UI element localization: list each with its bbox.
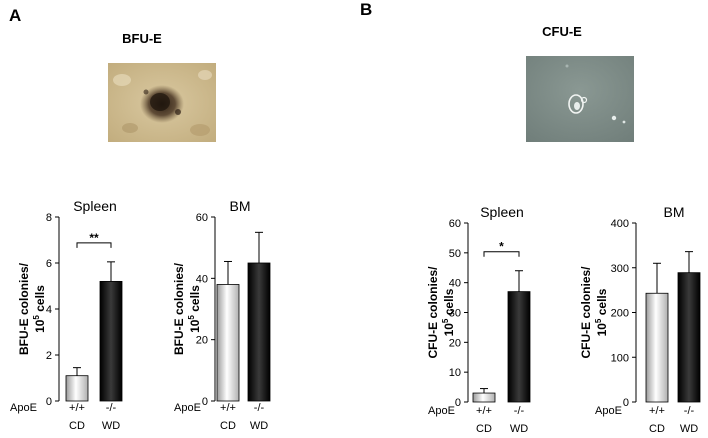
bar-ko bbox=[247, 262, 271, 402]
y-tick-label: 40 bbox=[196, 273, 208, 285]
y-axis-label-line1: CFU-E colonies/ bbox=[579, 266, 593, 359]
chart-title: Spleen bbox=[73, 198, 117, 214]
y-tick-label: 200 bbox=[611, 308, 629, 320]
y-tick-label: 2 bbox=[46, 350, 52, 362]
y-axis-label-rest: cells bbox=[595, 288, 609, 318]
y-tick-label: 30 bbox=[449, 308, 461, 320]
y-tick-label: 300 bbox=[611, 263, 629, 275]
y-tick-label: 100 bbox=[611, 352, 629, 364]
bar-wt bbox=[216, 284, 240, 402]
y-axis-label-superscript: 5 bbox=[594, 318, 603, 323]
bfu-e-micrograph bbox=[108, 63, 216, 142]
significance-marker: * bbox=[499, 240, 504, 254]
chart-title: BM bbox=[664, 204, 685, 220]
y-tick-label: 8 bbox=[46, 212, 52, 224]
bar-wt bbox=[472, 392, 496, 403]
y-axis-label-superscript: 5 bbox=[441, 318, 450, 323]
y-tick-label: 60 bbox=[196, 212, 208, 224]
panel-letter-a: A bbox=[9, 6, 21, 25]
category-label-genotype: -/- bbox=[106, 402, 117, 414]
category-label-diet: WD bbox=[680, 423, 698, 435]
category-label-genotype: +/+ bbox=[476, 405, 492, 417]
category-label-diet: WD bbox=[250, 420, 268, 432]
y-axis-label-line2: 10 bbox=[595, 323, 609, 337]
genotype-label: ApoE bbox=[174, 402, 201, 414]
chart-2: BM 0 20 40 60 BFU-E colonies/105 cells +/+ CD -/… bbox=[172, 198, 271, 432]
category-label-diet: WD bbox=[102, 420, 120, 432]
chart-1: Spleen 0 2 4 6 8 BFU-E colonies/105 cells +/+ CD… bbox=[10, 198, 123, 432]
y-tick-label: 20 bbox=[449, 337, 461, 349]
significance-bracket bbox=[483, 251, 520, 257]
significance-marker: ** bbox=[89, 231, 99, 245]
y-tick-label: 400 bbox=[611, 218, 629, 230]
category-label-genotype: -/- bbox=[254, 402, 265, 414]
y-tick-label: 60 bbox=[449, 218, 461, 230]
y-axis-label-rest: cells bbox=[33, 285, 47, 315]
panel-letter-b: B bbox=[360, 0, 372, 19]
category-label-genotype: +/+ bbox=[220, 402, 236, 414]
y-axis-label-line2: 10 bbox=[188, 319, 202, 333]
category-label-genotype: -/- bbox=[514, 405, 525, 417]
y-axis-label-line1: CFU-E colonies/ bbox=[426, 266, 440, 359]
y-axis-label-rest: cells bbox=[188, 285, 202, 315]
bar-ko bbox=[99, 280, 123, 402]
chart-4: BM 0 100 200 300 400 CFU-E colonies/105 cells +… bbox=[579, 204, 701, 435]
significance-bracket bbox=[76, 242, 112, 248]
category-label-diet: CD bbox=[69, 420, 85, 432]
category-label-genotype: +/+ bbox=[649, 405, 665, 417]
y-axis-label: BFU-E colonies/105 cells bbox=[172, 262, 202, 355]
y-tick-label: 50 bbox=[449, 248, 461, 260]
assay-title-cfu: CFU-E bbox=[542, 24, 582, 39]
y-axis-label: BFU-E colonies/105 cells bbox=[17, 262, 47, 355]
y-axis-label: CFU-E colonies/105 cells bbox=[579, 266, 609, 359]
bar-wt bbox=[65, 375, 89, 402]
chart-title: BM bbox=[230, 198, 251, 214]
category-label-diet: CD bbox=[476, 423, 492, 435]
y-tick-label: 0 bbox=[455, 397, 461, 409]
y-tick-label: 4 bbox=[46, 304, 52, 316]
y-axis-label: CFU-E colonies/105 cells bbox=[426, 266, 456, 359]
y-tick-label: 40 bbox=[449, 278, 461, 290]
genotype-label: ApoE bbox=[428, 405, 455, 417]
category-label-genotype: +/+ bbox=[69, 402, 85, 414]
y-tick-label: 0 bbox=[623, 397, 629, 409]
y-tick-label: 6 bbox=[46, 258, 52, 270]
genotype-label: ApoE bbox=[10, 402, 37, 414]
y-tick-label: 20 bbox=[196, 335, 208, 347]
y-tick-label: 0 bbox=[46, 396, 52, 408]
bar-ko bbox=[677, 272, 701, 403]
y-axis-label-superscript: 5 bbox=[187, 315, 196, 320]
genotype-label: ApoE bbox=[595, 405, 622, 417]
y-axis-label-line1: BFU-E colonies/ bbox=[17, 262, 31, 355]
y-axis-label-rest: cells bbox=[442, 288, 456, 318]
cfu-e-micrograph bbox=[526, 56, 634, 142]
category-label-diet: CD bbox=[220, 420, 236, 432]
y-tick-label: 0 bbox=[202, 396, 208, 408]
category-label-genotype: -/- bbox=[684, 405, 695, 417]
y-axis-label-superscript: 5 bbox=[32, 315, 41, 320]
chart-title: Spleen bbox=[480, 204, 524, 220]
category-label-diet: WD bbox=[510, 423, 528, 435]
y-tick-label: 10 bbox=[449, 367, 461, 379]
y-axis-label-line1: BFU-E colonies/ bbox=[172, 262, 186, 355]
assay-title-bfu: BFU-E bbox=[122, 31, 162, 46]
bar-wt bbox=[645, 292, 669, 403]
bar-ko bbox=[507, 291, 531, 403]
y-axis-label-line2: 10 bbox=[442, 323, 456, 337]
category-label-diet: CD bbox=[649, 423, 665, 435]
y-axis-label-line2: 10 bbox=[33, 319, 47, 333]
